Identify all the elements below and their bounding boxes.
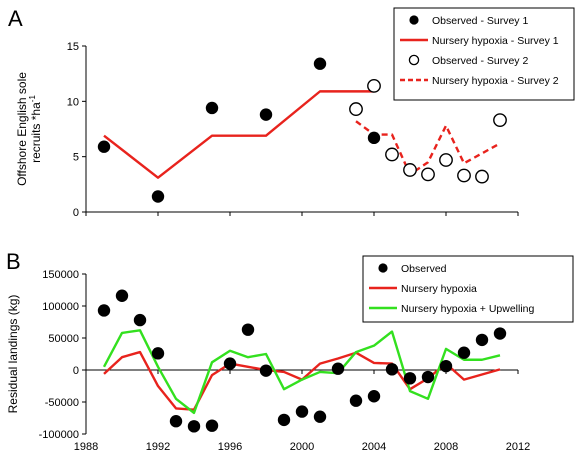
data-point bbox=[493, 113, 507, 128]
data-point bbox=[439, 153, 453, 167]
legend-label: Observed bbox=[401, 263, 447, 275]
y-tick-label: 15 bbox=[67, 41, 79, 53]
data-point bbox=[475, 333, 489, 347]
legend-label: Observed - Survey 2 bbox=[432, 55, 528, 67]
x-tick-label: 2000 bbox=[290, 441, 314, 453]
y-axis-label-superscript: -1 bbox=[28, 95, 37, 103]
data-point bbox=[259, 364, 273, 377]
data-point bbox=[115, 289, 129, 302]
data-point bbox=[349, 394, 363, 407]
data-point bbox=[259, 108, 273, 121]
y-tick-label: -50000 bbox=[45, 397, 79, 409]
y-tick-label: 0 bbox=[73, 365, 79, 377]
legend-marker bbox=[378, 263, 388, 273]
y-tick-label: 50000 bbox=[48, 333, 79, 345]
legend-box bbox=[393, 7, 575, 101]
data-point bbox=[313, 57, 327, 70]
x-tick-label: 2008 bbox=[434, 441, 458, 453]
y-axis-label: recruits *ha-1 bbox=[28, 95, 43, 163]
data-point bbox=[97, 140, 111, 153]
data-point bbox=[439, 359, 453, 373]
data-point bbox=[421, 167, 435, 182]
data-point bbox=[367, 78, 381, 93]
data-point bbox=[385, 363, 399, 376]
data-point bbox=[223, 357, 237, 370]
panel-b: B -100000 -50000 0 50000 100000 150000 1988 1992… bbox=[6, 249, 574, 453]
legend-label: Nursery hypoxia - Survey 1 bbox=[432, 35, 559, 47]
panel-label: A bbox=[8, 6, 23, 31]
data-point bbox=[205, 101, 219, 115]
data-point bbox=[151, 347, 165, 360]
data-point bbox=[421, 370, 435, 384]
data-point bbox=[457, 168, 471, 183]
x-tick-label: 1988 bbox=[74, 441, 98, 453]
y-tick-label: -100000 bbox=[39, 429, 79, 441]
x-tick-label: 2004 bbox=[362, 441, 386, 453]
data-point bbox=[493, 327, 507, 340]
data-point bbox=[277, 413, 291, 427]
data-point bbox=[205, 419, 219, 432]
data-point bbox=[403, 372, 417, 385]
data-point bbox=[187, 420, 201, 433]
data-point bbox=[457, 346, 471, 359]
series-line bbox=[355, 120, 501, 176]
series-line bbox=[102, 329, 501, 415]
x-tick-label: 1992 bbox=[146, 441, 170, 453]
y-tick-label: 100000 bbox=[42, 301, 79, 313]
legend-box bbox=[362, 255, 574, 323]
y-axis-label: Offshore English sole bbox=[15, 72, 29, 186]
legend-label: Nursery hypoxia bbox=[401, 283, 477, 295]
panel-a: A 0 5 10 15 Offshore English sole recruits *ha… bbox=[8, 6, 575, 219]
data-point bbox=[385, 147, 399, 162]
data-point bbox=[241, 323, 255, 336]
legend-label: Nursery hypoxia + Upwelling bbox=[401, 303, 535, 315]
data-point bbox=[349, 102, 363, 116]
y-tick-label: 0 bbox=[73, 207, 79, 219]
data-point bbox=[403, 163, 417, 177]
data-point bbox=[475, 169, 489, 184]
data-point bbox=[367, 390, 381, 403]
data-point bbox=[151, 190, 165, 203]
y-tick-label: 5 bbox=[73, 152, 79, 164]
data-point bbox=[313, 410, 327, 423]
y-tick-label: 10 bbox=[67, 96, 79, 108]
data-point bbox=[295, 405, 309, 418]
y-tick-label: 150000 bbox=[42, 269, 79, 281]
data-point bbox=[133, 313, 147, 327]
legend-label: Observed - Survey 1 bbox=[432, 15, 528, 27]
legend-marker bbox=[409, 15, 419, 25]
legend-marker bbox=[408, 54, 420, 66]
data-point bbox=[331, 362, 345, 375]
data-point bbox=[169, 415, 183, 428]
panel-label: B bbox=[6, 249, 21, 274]
y-axis-label: Residual landings (kg) bbox=[6, 295, 20, 414]
x-tick-label: 1996 bbox=[218, 441, 242, 453]
data-point bbox=[367, 131, 381, 145]
x-tick-label: 2012 bbox=[506, 441, 530, 453]
legend-label: Nursery hypoxia - Survey 2 bbox=[432, 75, 559, 87]
series-line bbox=[103, 90, 374, 179]
data-point bbox=[97, 304, 111, 317]
